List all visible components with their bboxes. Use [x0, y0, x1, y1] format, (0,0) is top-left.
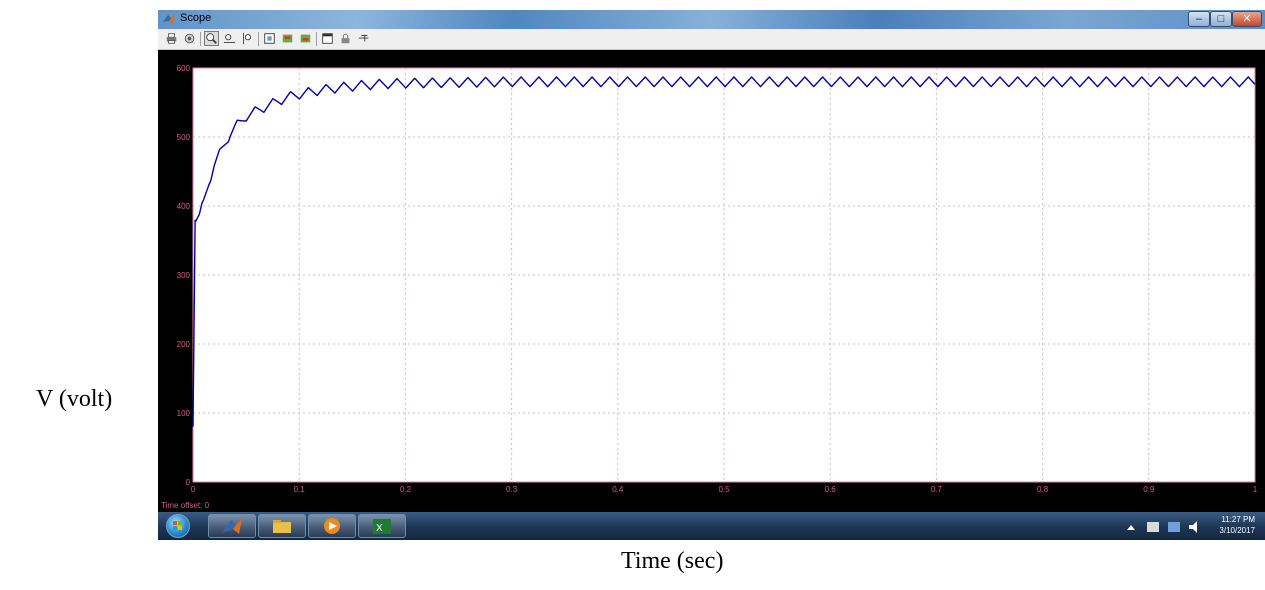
x-tick-label: 0.2: [400, 485, 412, 494]
windows-logo-icon: [173, 521, 182, 530]
voltage-trace: [192, 75, 1256, 427]
y-tick-label: 500: [177, 133, 191, 142]
network-icon: [1168, 522, 1180, 532]
x-tick-label: 0.8: [1037, 485, 1049, 494]
start-button[interactable]: [166, 514, 190, 538]
x-tick-label: 0.7: [931, 485, 943, 494]
clock-date[interactable]: 3/10/2017: [1219, 526, 1255, 535]
time-offset-readout: Time offset: 0: [161, 501, 209, 510]
y-tick-label: 200: [177, 340, 191, 349]
floating-scope-icon[interactable]: [320, 31, 335, 46]
taskbar-matlab-button[interactable]: [208, 514, 256, 538]
x-tick-label: 0.1: [294, 485, 306, 494]
scope-plot[interactable]: 0 0.1 0.2 0.3 0.4 0.5 0.6 0.7 0.8 0.9 1 0 100 200 300 4…: [158, 50, 1265, 512]
y-tick-label: 300: [177, 271, 191, 280]
matlab-icon: [163, 14, 175, 24]
y-tick-label: 0: [186, 478, 191, 487]
zoom-y-icon[interactable]: [240, 31, 255, 46]
restore-axes-icon[interactable]: [298, 31, 313, 46]
taskbar: X 11:27 PM 3/10/2017: [158, 512, 1265, 540]
save-axes-icon[interactable]: [280, 31, 295, 46]
scope-window: Scope – □ ✕: [158, 10, 1265, 540]
y-tick-label: 600: [177, 64, 191, 73]
y-axis-label: V (volt): [36, 386, 113, 412]
title-bar[interactable]: Scope – □ ✕: [158, 10, 1265, 29]
signal-selection-icon[interactable]: [356, 31, 371, 46]
action-center-flag-icon: [1147, 522, 1159, 532]
excel-icon: X: [373, 519, 391, 534]
file-explorer-icon: [273, 520, 291, 533]
autoscale-icon[interactable]: [262, 31, 277, 46]
close-button[interactable]: ✕: [1232, 11, 1262, 27]
maximize-button[interactable]: □: [1210, 11, 1232, 27]
taskbar-file-explorer-button[interactable]: [258, 514, 306, 538]
time-offset-value: 0: [204, 501, 210, 510]
taskbar-excel-button[interactable]: X: [358, 514, 406, 538]
x-tick-label: 0.9: [1143, 485, 1155, 494]
taskbar-media-player-button[interactable]: [308, 514, 356, 538]
x-axis-label: Time (sec): [621, 548, 724, 574]
zoom-icon[interactable]: [204, 31, 219, 46]
svg-text:X: X: [376, 523, 383, 534]
x-tick-label: 0.5: [718, 485, 730, 494]
volume-icon: [1189, 521, 1197, 533]
x-tick-label: 0.6: [825, 485, 837, 494]
system-tray: [1127, 521, 1197, 533]
print-icon[interactable]: [164, 31, 179, 46]
window-title: Scope: [180, 12, 212, 24]
zoom-x-icon[interactable]: [222, 31, 237, 46]
x-tick-label: 0.3: [506, 485, 518, 494]
parameters-icon[interactable]: [182, 31, 197, 46]
toolbar: [158, 29, 1265, 50]
minimize-button[interactable]: –: [1188, 11, 1210, 27]
show-hidden-icons-icon: [1127, 525, 1135, 530]
y-tick-label: 100: [177, 409, 191, 418]
x-tick-label: 0: [191, 485, 196, 494]
time-offset-label: Time offset:: [161, 501, 203, 510]
lock-axes-icon[interactable]: [338, 31, 353, 46]
y-tick-label: 400: [177, 202, 191, 211]
matlab-icon: [223, 519, 242, 534]
x-tick-label: 1: [1253, 485, 1258, 494]
media-player-icon: [324, 518, 340, 534]
clock-time[interactable]: 11:27 PM: [1221, 515, 1255, 524]
x-tick-label: 0.4: [612, 485, 624, 494]
